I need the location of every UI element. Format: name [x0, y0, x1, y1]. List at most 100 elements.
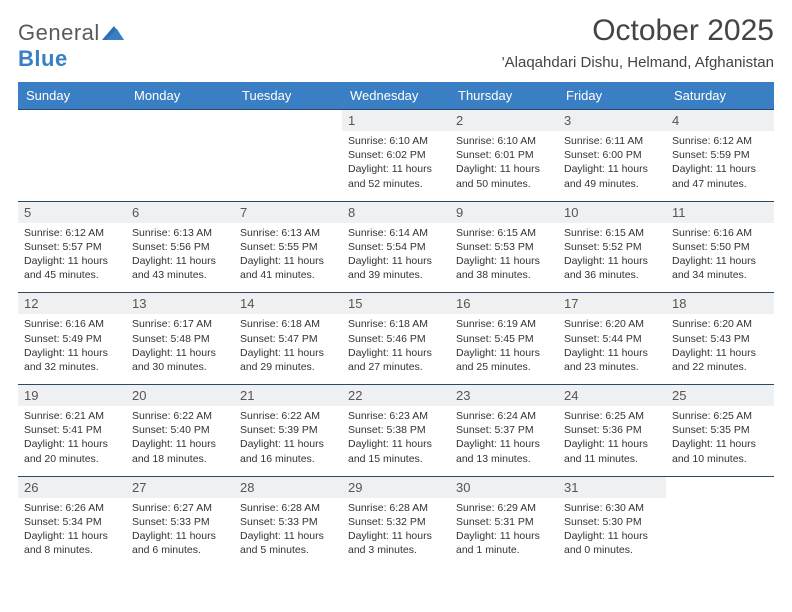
day-number: 24 — [558, 385, 666, 406]
calendar-day-cell: 25 Sunrise: 6:25 AMSunset: 5:35 PMDayligh… — [666, 385, 774, 477]
day-details: Sunrise: 6:13 AMSunset: 5:56 PMDaylight:… — [132, 226, 228, 283]
calendar-day-cell: 27Sunrise: 6:27 AMSunset: 5:33 PMDayligh… — [126, 476, 234, 567]
calendar-week-row: 1 Sunrise: 6:10 AMSunset: 6:02 PMDaylight… — [18, 110, 774, 202]
calendar-day-cell — [666, 476, 774, 567]
day-number: 26 — [18, 477, 126, 498]
calendar-day-cell: 30Sunrise: 6:29 AMSunset: 5:31 PMDayligh… — [450, 476, 558, 567]
day-of-week-header: Thursday — [450, 82, 558, 110]
day-number: 16 — [450, 293, 558, 314]
day-number: 23 — [450, 385, 558, 406]
day-details: Sunrise: 6:23 AMSunset: 5:38 PMDaylight:… — [348, 409, 444, 466]
calendar-day-cell: 6 Sunrise: 6:13 AMSunset: 5:56 PMDaylight… — [126, 201, 234, 293]
day-details: Sunrise: 6:12 AMSunset: 5:59 PMDaylight:… — [672, 134, 768, 191]
page-title: October 2025 — [502, 14, 774, 48]
day-number: 31 — [558, 477, 666, 498]
calendar-week-row: 26 Sunrise: 6:26 AMSunset: 5:34 PMDayligh… — [18, 476, 774, 567]
day-details: Sunrise: 6:28 AMSunset: 5:33 PMDaylight:… — [240, 501, 336, 558]
calendar-day-cell: 17 Sunrise: 6:20 AMSunset: 5:44 PMDayligh… — [558, 293, 666, 385]
day-of-week-header: Monday — [126, 82, 234, 110]
calendar-day-cell: 5 Sunrise: 6:12 AMSunset: 5:57 PMDaylight… — [18, 201, 126, 293]
day-number: 29 — [342, 477, 450, 498]
day-details: Sunrise: 6:16 AMSunset: 5:50 PMDaylight:… — [672, 226, 768, 283]
calendar-week-row: 5 Sunrise: 6:12 AMSunset: 5:57 PMDaylight… — [18, 201, 774, 293]
calendar-day-cell — [18, 110, 126, 202]
day-number: 14 — [234, 293, 342, 314]
day-number: 17 — [558, 293, 666, 314]
calendar-day-cell: 11 Sunrise: 6:16 AMSunset: 5:50 PMDayligh… — [666, 201, 774, 293]
calendar-day-cell: 22Sunrise: 6:23 AMSunset: 5:38 PMDayligh… — [342, 385, 450, 477]
brand-blue: Blue — [18, 46, 68, 71]
day-details: Sunrise: 6:15 AMSunset: 5:52 PMDaylight:… — [564, 226, 660, 283]
day-details: Sunrise: 6:17 AMSunset: 5:48 PMDaylight:… — [132, 317, 228, 374]
calendar-day-cell: 31 Sunrise: 6:30 AMSunset: 5:30 PMDayligh… — [558, 476, 666, 567]
day-details: Sunrise: 6:19 AMSunset: 5:45 PMDaylight:… — [456, 317, 552, 374]
day-details: Sunrise: 6:21 AMSunset: 5:41 PMDaylight:… — [24, 409, 120, 466]
day-details: Sunrise: 6:24 AMSunset: 5:37 PMDaylight:… — [456, 409, 552, 466]
calendar-day-cell — [126, 110, 234, 202]
day-details: Sunrise: 6:13 AMSunset: 5:55 PMDaylight:… — [240, 226, 336, 283]
day-number: 30 — [450, 477, 558, 498]
day-details: Sunrise: 6:22 AMSunset: 5:39 PMDaylight:… — [240, 409, 336, 466]
calendar-day-cell: 10 Sunrise: 6:15 AMSunset: 5:52 PMDayligh… — [558, 201, 666, 293]
day-details: Sunrise: 6:26 AMSunset: 5:34 PMDaylight:… — [24, 501, 120, 558]
day-number: 1 — [342, 110, 450, 131]
day-details: Sunrise: 6:18 AMSunset: 5:47 PMDaylight:… — [240, 317, 336, 374]
day-number: 18 — [666, 293, 774, 314]
day-number: 6 — [126, 202, 234, 223]
day-number: 28 — [234, 477, 342, 498]
day-number: 10 — [558, 202, 666, 223]
calendar-day-cell — [234, 110, 342, 202]
day-details: Sunrise: 6:16 AMSunset: 5:49 PMDaylight:… — [24, 317, 120, 374]
day-details: Sunrise: 6:20 AMSunset: 5:44 PMDaylight:… — [564, 317, 660, 374]
calendar-day-cell: 20Sunrise: 6:22 AMSunset: 5:40 PMDayligh… — [126, 385, 234, 477]
calendar-day-cell: 26 Sunrise: 6:26 AMSunset: 5:34 PMDayligh… — [18, 476, 126, 567]
location-text: 'Alaqahdari Dishu, Helmand, Afghanistan — [502, 54, 774, 71]
calendar-week-row: 19 Sunrise: 6:21 AMSunset: 5:41 PMDayligh… — [18, 385, 774, 477]
day-number: 20 — [126, 385, 234, 406]
day-number: 9 — [450, 202, 558, 223]
day-details: Sunrise: 6:30 AMSunset: 5:30 PMDaylight:… — [564, 501, 660, 558]
day-number: 5 — [18, 202, 126, 223]
calendar-day-cell: 7Sunrise: 6:13 AMSunset: 5:55 PMDaylight… — [234, 201, 342, 293]
day-number: 11 — [666, 202, 774, 223]
day-of-week-header: Saturday — [666, 82, 774, 110]
header: GeneralBlue October 2025 'Alaqahdari Dis… — [18, 14, 774, 72]
day-number: 8 — [342, 202, 450, 223]
calendar-day-cell: 12Sunrise: 6:16 AMSunset: 5:49 PMDayligh… — [18, 293, 126, 385]
day-number: 19 — [18, 385, 126, 406]
calendar-head: SundayMondayTuesdayWednesdayThursdayFrid… — [18, 82, 774, 110]
day-of-week-row: SundayMondayTuesdayWednesdayThursdayFrid… — [18, 82, 774, 110]
day-number: 13 — [126, 293, 234, 314]
day-of-week-header: Friday — [558, 82, 666, 110]
brand-logo: GeneralBlue — [18, 20, 124, 72]
calendar-day-cell: 3Sunrise: 6:11 AMSunset: 6:00 PMDaylight… — [558, 110, 666, 202]
day-details: Sunrise: 6:27 AMSunset: 5:33 PMDaylight:… — [132, 501, 228, 558]
calendar-day-cell: 4 Sunrise: 6:12 AMSunset: 5:59 PMDaylight… — [666, 110, 774, 202]
calendar-day-cell: 15Sunrise: 6:18 AMSunset: 5:46 PMDayligh… — [342, 293, 450, 385]
day-number: 25 — [666, 385, 774, 406]
day-of-week-header: Sunday — [18, 82, 126, 110]
day-details: Sunrise: 6:10 AMSunset: 6:01 PMDaylight:… — [456, 134, 552, 191]
title-block: October 2025 'Alaqahdari Dishu, Helmand,… — [502, 14, 774, 71]
day-details: Sunrise: 6:10 AMSunset: 6:02 PMDaylight:… — [348, 134, 444, 191]
brand-triangle-icon — [102, 20, 124, 46]
calendar-table: SundayMondayTuesdayWednesdayThursdayFrid… — [18, 82, 774, 567]
day-number: 4 — [666, 110, 774, 131]
brand-text: GeneralBlue — [18, 20, 124, 72]
day-details: Sunrise: 6:18 AMSunset: 5:46 PMDaylight:… — [348, 317, 444, 374]
day-details: Sunrise: 6:12 AMSunset: 5:57 PMDaylight:… — [24, 226, 120, 283]
calendar-day-cell: 1 Sunrise: 6:10 AMSunset: 6:02 PMDaylight… — [342, 110, 450, 202]
calendar-day-cell: 13 Sunrise: 6:17 AMSunset: 5:48 PMDayligh… — [126, 293, 234, 385]
calendar-day-cell: 16 Sunrise: 6:19 AMSunset: 5:45 PMDayligh… — [450, 293, 558, 385]
calendar-day-cell: 18Sunrise: 6:20 AMSunset: 5:43 PMDayligh… — [666, 293, 774, 385]
day-number: 2 — [450, 110, 558, 131]
calendar-day-cell: 14 Sunrise: 6:18 AMSunset: 5:47 PMDayligh… — [234, 293, 342, 385]
calendar-day-cell: 19 Sunrise: 6:21 AMSunset: 5:41 PMDayligh… — [18, 385, 126, 477]
day-details: Sunrise: 6:14 AMSunset: 5:54 PMDaylight:… — [348, 226, 444, 283]
day-details: Sunrise: 6:25 AMSunset: 5:35 PMDaylight:… — [672, 409, 768, 466]
day-number: 3 — [558, 110, 666, 131]
calendar-day-cell: 21Sunrise: 6:22 AMSunset: 5:39 PMDayligh… — [234, 385, 342, 477]
day-of-week-header: Wednesday — [342, 82, 450, 110]
day-details: Sunrise: 6:15 AMSunset: 5:53 PMDaylight:… — [456, 226, 552, 283]
calendar-page: GeneralBlue October 2025 'Alaqahdari Dis… — [0, 0, 792, 581]
